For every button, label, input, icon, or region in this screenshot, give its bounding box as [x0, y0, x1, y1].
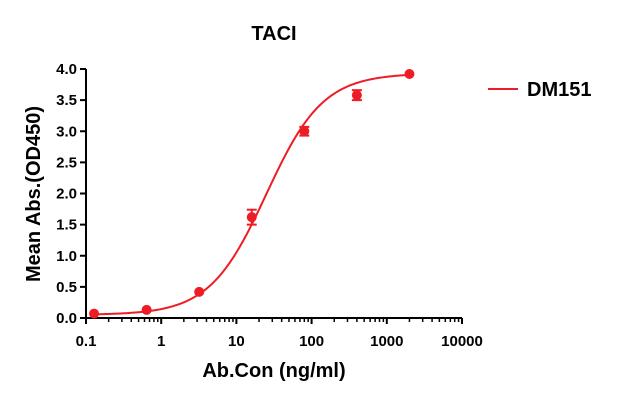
x-tick-label: 1 [157, 333, 165, 350]
y-tick-label: 3.5 [56, 92, 77, 109]
y-tick-label: 2.0 [56, 186, 77, 203]
legend: DM151 [488, 79, 591, 101]
series-fit-curve [94, 73, 410, 316]
x-axis-label: Ab.Con (ng/ml) [202, 360, 345, 382]
x-ticks: 0.1 1 10 100 1000 10000 [76, 318, 483, 350]
y-tick-label: 1.0 [56, 248, 77, 265]
data-point [194, 286, 205, 297]
axes [85, 69, 462, 319]
data-point [246, 212, 257, 223]
y-ticks: 0.0 0.5 1.0 1.5 2.0 2.5 3.0 3.5 4.0 [56, 61, 86, 327]
y-axis-label: Mean Abs.(OD450) [23, 106, 45, 282]
y-tick-label: 4.0 [56, 61, 77, 78]
y-tick-label: 3.0 [56, 123, 77, 140]
y-tick-label: 0.5 [56, 279, 77, 296]
y-tick-label: 2.5 [56, 154, 77, 171]
y-tick-label: 1.5 [56, 217, 77, 234]
x-tick-label: 1000 [370, 333, 403, 350]
x-tick-label: 10 [228, 333, 245, 350]
x-tick-label: 0.1 [76, 333, 97, 350]
data-point [404, 68, 415, 79]
data-point [299, 126, 310, 137]
y-tick-label: 0.0 [56, 310, 77, 327]
data-point [351, 90, 362, 101]
series-points [89, 68, 415, 319]
data-point [89, 308, 100, 319]
data-point [141, 304, 152, 315]
x-tick-label: 100 [299, 333, 324, 350]
legend-label-dm151: DM151 [527, 79, 591, 101]
chart-title: TACI [251, 23, 296, 45]
x-tick-label: 10000 [441, 333, 483, 350]
